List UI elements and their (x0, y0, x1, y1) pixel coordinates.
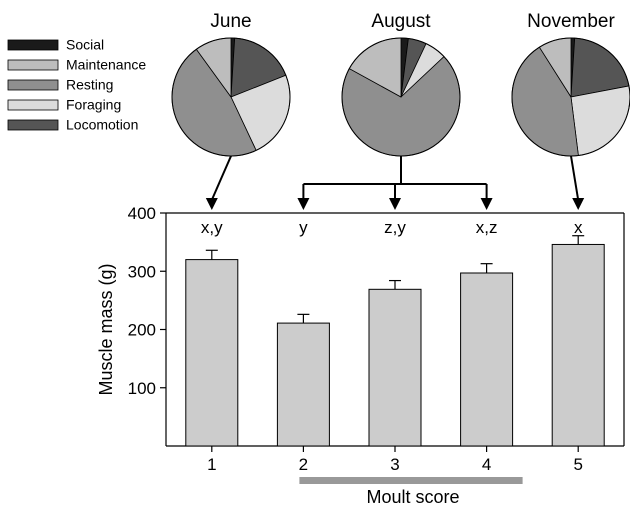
pie-title-august: August (371, 11, 431, 32)
bar-4 (460, 272, 514, 447)
group-letter-3: z,y (384, 218, 406, 237)
y-tick-label: 400 (128, 204, 156, 223)
connector-june (210, 155, 232, 201)
pie-title-june: June (210, 11, 251, 32)
arrowhead-august-2 (297, 198, 310, 210)
arrowhead-august-4 (480, 198, 493, 210)
pie-august: August (341, 11, 461, 157)
legend-swatch-maintenance (7, 59, 59, 71)
group-letter-5: x (574, 218, 583, 237)
legend-label-locomotion: Locomotion (66, 117, 138, 133)
connector-november (570, 155, 580, 201)
x-tick-label-4: 4 (482, 455, 491, 474)
pie-november: November (511, 11, 630, 157)
bar-1 (185, 259, 239, 447)
group-letter-1: x,y (201, 218, 223, 237)
pie-june: June (171, 11, 291, 157)
bar-chart: 100 200 300 400 Muscle mass (g) 1 x,y 2 y 3 z,y 4 x,… (96, 204, 625, 507)
x-tick-label-2: 2 (299, 455, 308, 474)
legend-swatch-foraging (7, 99, 59, 111)
arrowhead-august-3 (389, 198, 401, 210)
y-tick-label: 100 (128, 379, 156, 398)
pie-charts: June August November (171, 11, 630, 157)
legend-label-resting: Resting (66, 77, 113, 93)
x-tick-label-1: 1 (207, 455, 216, 474)
pie-title-november: November (527, 11, 615, 32)
legend-swatch-resting (7, 79, 59, 91)
month-connectors (205, 155, 585, 210)
bar-2 (276, 322, 330, 447)
group-letter-4: x,z (476, 218, 498, 237)
x-axis-label: Moult score (366, 487, 459, 507)
y-tick-label: 300 (128, 262, 156, 281)
x-tick-label-5: 5 (573, 455, 582, 474)
y-tick-label: 200 (128, 321, 156, 340)
legend-swatch-locomotion (7, 119, 59, 131)
legend: Social Maintenance Resting Foraging Locomoti… (7, 37, 146, 133)
x-tick-label-3: 3 (390, 455, 399, 474)
pie-slice-november-foraging (570, 85, 630, 156)
legend-swatch-social (7, 39, 59, 51)
legend-label-maintenance: Maintenance (66, 57, 146, 73)
moult-score-bar (299, 477, 523, 484)
bar-3 (368, 288, 422, 447)
arrowhead-november (572, 198, 585, 210)
arrowhead-june (205, 198, 218, 210)
y-axis-label: Muscle mass (g) (96, 263, 116, 395)
bar-5 (551, 243, 605, 447)
legend-label-foraging: Foraging (66, 97, 121, 113)
legend-label-social: Social (66, 37, 104, 53)
group-letter-2: y (299, 218, 308, 237)
